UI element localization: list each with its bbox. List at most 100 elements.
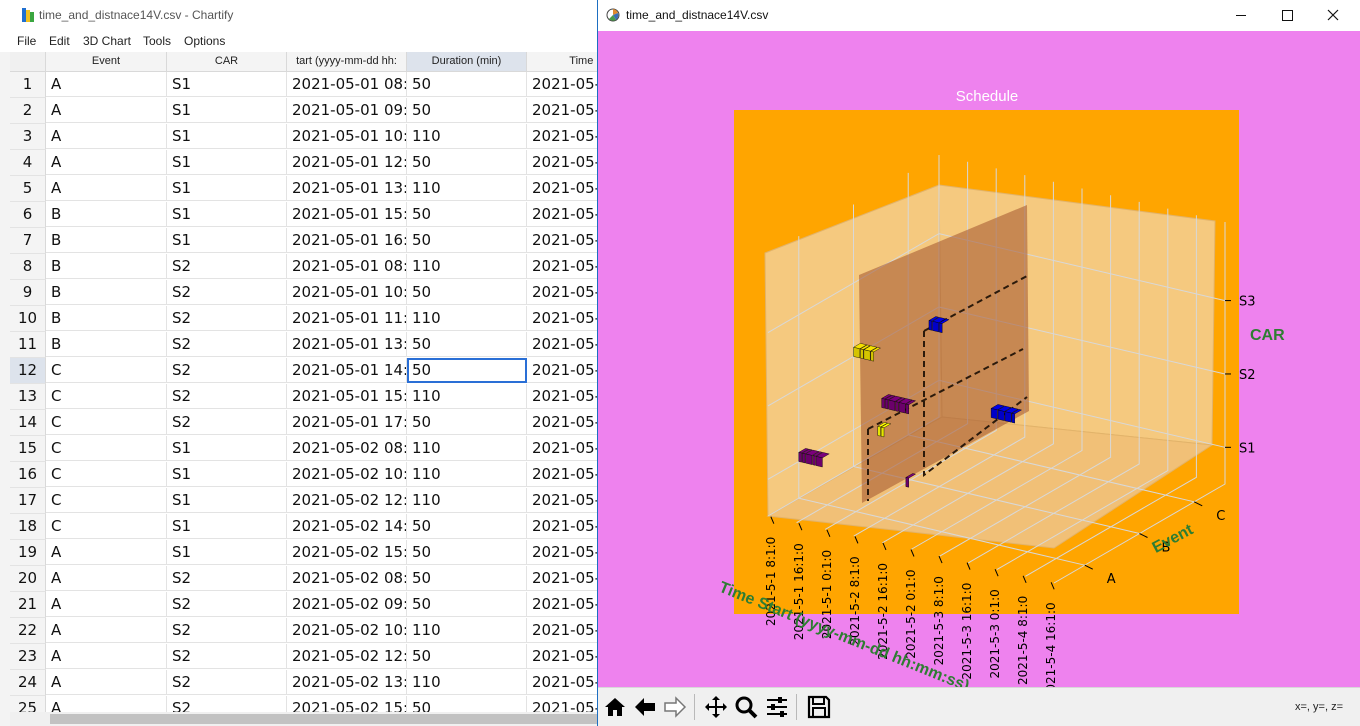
cell-time-end[interactable]: 2021-05- [527, 644, 598, 669]
cell-car[interactable]: S2 [167, 254, 287, 279]
cell-event[interactable]: A [46, 566, 167, 591]
cell-time-end[interactable]: 2021-05- [527, 202, 598, 227]
cell-duration[interactable]: 50 [407, 228, 527, 253]
cell-event[interactable]: B [46, 306, 167, 331]
table-row[interactable]: 25 A S2 2021-05-02 15: 50 2021-05- [10, 696, 598, 712]
table-row[interactable]: 13 C S2 2021-05-01 15: 110 2021-05- [10, 384, 598, 410]
cell-time-end[interactable]: 2021-05- [527, 410, 598, 435]
cell-time-end[interactable]: 2021-05- [527, 462, 598, 487]
row-header[interactable]: 14 [10, 410, 46, 436]
table-row[interactable]: 3 A S1 2021-05-01 10: 110 2021-05- [10, 124, 598, 150]
menu-options[interactable]: Options [184, 34, 226, 48]
cell-duration[interactable]: 50 [407, 514, 527, 539]
cell-car[interactable]: S2 [167, 592, 287, 617]
cell-duration[interactable]: 110 [407, 436, 527, 461]
cell-car[interactable]: S1 [167, 98, 287, 123]
cell-time-end[interactable]: 2021-05- [527, 176, 598, 201]
cell-duration[interactable]: 110 [407, 176, 527, 201]
cell-duration[interactable]: 50 [407, 150, 527, 175]
cell-duration[interactable]: 50 [407, 280, 527, 305]
forward-icon[interactable] [662, 694, 688, 720]
cell-time-start[interactable]: 2021-05-01 15: [287, 384, 407, 409]
table-row[interactable]: 20 A S2 2021-05-02 08: 50 2021-05- [10, 566, 598, 592]
cell-time-start[interactable]: 2021-05-01 11: [287, 306, 407, 331]
cell-car[interactable]: S1 [167, 176, 287, 201]
cell-duration[interactable]: 50 [407, 592, 527, 617]
chartify-titlebar[interactable]: time_and_distnace14V.csv - Chartify [0, 0, 598, 30]
cell-time-end[interactable]: 2021-05- [527, 670, 598, 695]
zoom-icon[interactable] [733, 694, 759, 720]
cell-time-start[interactable]: 2021-05-01 08: [287, 72, 407, 97]
table-row[interactable]: 22 A S2 2021-05-02 10: 110 2021-05- [10, 618, 598, 644]
cell-car[interactable]: S2 [167, 644, 287, 669]
row-header[interactable]: 18 [10, 514, 46, 540]
cell-duration[interactable]: 50 [407, 410, 527, 435]
cell-time-end[interactable]: 2021-05- [527, 436, 598, 461]
cell-time-start[interactable]: 2021-05-01 16: [287, 228, 407, 253]
cell-time-end[interactable]: 2021-05- [527, 592, 598, 617]
table-row[interactable]: 24 A S2 2021-05-02 13: 110 2021-05- [10, 670, 598, 696]
cell-time-start[interactable]: 2021-05-01 17: [287, 410, 407, 435]
row-header[interactable]: 17 [10, 488, 46, 514]
cell-time-start[interactable]: 2021-05-02 14: [287, 514, 407, 539]
table-row[interactable]: 19 A S1 2021-05-02 15: 50 2021-05- [10, 540, 598, 566]
row-header[interactable]: 12 [10, 358, 46, 384]
cell-car[interactable]: S2 [167, 384, 287, 409]
cell-time-start[interactable]: 2021-05-02 09: [287, 592, 407, 617]
cell-time-start[interactable]: 2021-05-01 09: [287, 98, 407, 123]
table-row[interactable]: 15 C S1 2021-05-02 08: 110 2021-05- [10, 436, 598, 462]
cell-event[interactable]: A [46, 124, 167, 149]
cell-time-start[interactable]: 2021-05-02 08: [287, 436, 407, 461]
row-header[interactable]: 20 [10, 566, 46, 592]
cell-duration[interactable]: 110 [407, 384, 527, 409]
cell-time-start[interactable]: 2021-05-01 13: [287, 332, 407, 357]
row-header[interactable]: 15 [10, 436, 46, 462]
cell-event[interactable]: B [46, 228, 167, 253]
table-row[interactable]: 16 C S1 2021-05-02 10: 110 2021-05- [10, 462, 598, 488]
select-all-corner[interactable] [10, 52, 46, 71]
row-header[interactable]: 6 [10, 202, 46, 228]
row-header[interactable]: 16 [10, 462, 46, 488]
table-row[interactable]: 14 C S2 2021-05-01 17: 50 2021-05- [10, 410, 598, 436]
minimize-button[interactable] [1218, 0, 1264, 31]
table-row[interactable]: 18 C S1 2021-05-02 14: 50 2021-05- [10, 514, 598, 540]
cell-time-end[interactable]: 2021-05- [527, 228, 598, 253]
chart-3d[interactable]: 2021-5-1 8:1:0 2021-5-1 16:1:0 2021-5-1 0:… [598, 31, 1360, 687]
cell-event[interactable]: C [46, 488, 167, 513]
cell-duration[interactable]: 50 [407, 332, 527, 357]
row-header[interactable]: 22 [10, 618, 46, 644]
table-row[interactable]: 12 C S2 2021-05-01 14: 50 2021-05- [10, 358, 598, 384]
cell-event[interactable]: C [46, 358, 167, 383]
cell-car[interactable]: S1 [167, 436, 287, 461]
data-grid[interactable]: Event CAR tart (yyyy-mm-dd hh: Duration … [10, 52, 598, 712]
cell-event[interactable]: A [46, 644, 167, 669]
cell-time-start[interactable]: 2021-05-01 10: [287, 280, 407, 305]
cell-time-end[interactable]: 2021-05- [527, 72, 598, 97]
table-row[interactable]: 1 A S1 2021-05-01 08: 50 2021-05- [10, 72, 598, 98]
cell-duration[interactable]: 50 [407, 566, 527, 591]
cell-duration[interactable]: 110 [407, 488, 527, 513]
cell-time-end[interactable]: 2021-05- [527, 696, 598, 712]
save-icon[interactable] [806, 694, 832, 720]
table-row[interactable]: 11 B S2 2021-05-01 13: 50 2021-05- [10, 332, 598, 358]
cell-duration[interactable]: 110 [407, 254, 527, 279]
cell-time-end[interactable]: 2021-05- [527, 124, 598, 149]
cell-time-end[interactable]: 2021-05- [527, 332, 598, 357]
cell-time-end[interactable]: 2021-05- [527, 566, 598, 591]
cell-duration[interactable]: 50 [407, 540, 527, 565]
row-header[interactable]: 9 [10, 280, 46, 306]
menu-edit[interactable]: Edit [49, 34, 70, 48]
cell-time-end[interactable]: 2021-05- [527, 358, 598, 383]
table-row[interactable]: 7 B S1 2021-05-01 16: 50 2021-05- [10, 228, 598, 254]
close-button[interactable] [1310, 0, 1356, 31]
menu-tools[interactable]: Tools [143, 34, 172, 48]
cell-time-end[interactable]: 2021-05- [527, 98, 598, 123]
cell-car[interactable]: S1 [167, 462, 287, 487]
column-header-time-end[interactable]: Time E [527, 52, 598, 71]
cell-time-start[interactable]: 2021-05-02 12: [287, 644, 407, 669]
cell-time-end[interactable]: 2021-05- [527, 280, 598, 305]
column-header-duration[interactable]: Duration (min) [407, 52, 527, 71]
cell-time-end[interactable]: 2021-05- [527, 488, 598, 513]
table-row[interactable]: 9 B S2 2021-05-01 10: 50 2021-05- [10, 280, 598, 306]
cell-time-start[interactable]: 2021-05-02 13: [287, 670, 407, 695]
